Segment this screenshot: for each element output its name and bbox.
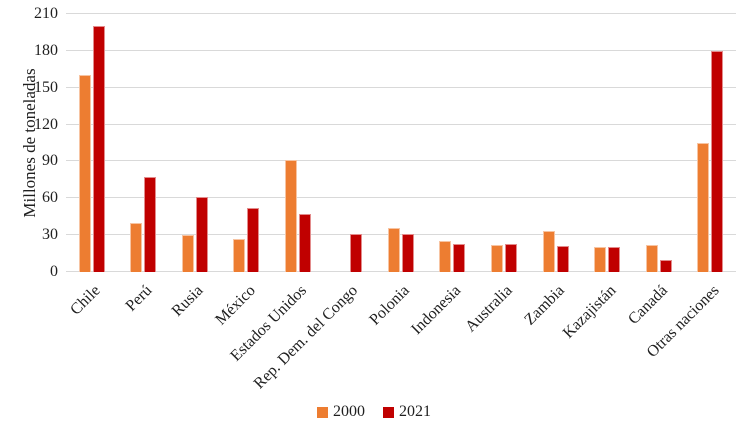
- bar-group-9: [478, 14, 530, 272]
- bar-2021: [401, 233, 414, 272]
- x-axis-labels: Chile Perú Rusia México Estados Unidos Rep. D…: [66, 276, 736, 392]
- legend-label: 2021: [399, 403, 431, 420]
- legend-item-2021: 2021: [383, 403, 431, 421]
- gridline: [66, 271, 736, 272]
- bar-group-4: [221, 14, 273, 272]
- x-category-label: Perú: [122, 282, 156, 315]
- x-category-label: Rusia: [169, 282, 207, 320]
- x-label-cell: Perú: [118, 276, 170, 386]
- bar-2000: [697, 143, 710, 272]
- bar-group-5: [272, 14, 324, 272]
- bar-2021: [453, 243, 466, 272]
- y-axis-title: Millones de toneladas: [20, 68, 39, 218]
- bar-2000: [284, 160, 297, 272]
- bar-group-1: [66, 14, 118, 272]
- bar-2021: [711, 50, 724, 272]
- legend-swatch-2021: [383, 406, 394, 418]
- bar-group-12: [633, 14, 685, 272]
- bar-2021: [298, 214, 311, 272]
- bar-2000: [542, 231, 555, 272]
- gridline: [66, 123, 736, 125]
- legend-swatch-2000: [317, 406, 328, 418]
- bar-2021: [556, 246, 569, 272]
- legend: 2000 2021: [0, 403, 748, 421]
- bar-group-2: [118, 14, 170, 272]
- gridline: [66, 86, 736, 88]
- bar-group-13: [684, 14, 736, 272]
- bar-2000: [387, 227, 400, 272]
- legend-label: 2000: [333, 403, 365, 420]
- bar-group-8: [427, 14, 479, 272]
- bar-2021: [608, 247, 621, 272]
- bar-2000: [233, 238, 246, 272]
- y-tick-label: 90: [42, 152, 58, 170]
- bar-2000: [78, 75, 91, 272]
- bar-group-7: [375, 14, 427, 272]
- bar-group-3: [169, 14, 221, 272]
- x-category-label: Chile: [67, 282, 104, 319]
- bar-2021: [350, 233, 363, 272]
- y-tick-label: 210: [34, 5, 58, 22]
- bar-2000: [491, 244, 504, 272]
- y-tick-label: 120: [34, 115, 58, 133]
- bar-group-6: [324, 14, 376, 272]
- plot-area: [66, 13, 736, 272]
- x-label-cell: Rep. Dem. del Congo: [251, 276, 376, 392]
- gridline: [66, 197, 736, 199]
- bar-group-11: [581, 14, 633, 272]
- x-label-cell: Chile: [66, 276, 118, 386]
- bar-2000: [439, 241, 452, 272]
- x-label-cell: Kazajistán: [559, 276, 633, 386]
- y-tick-label: 180: [34, 41, 58, 59]
- bar-2021: [144, 177, 157, 272]
- y-tick-label: 30: [42, 226, 58, 244]
- gridline: [66, 160, 736, 162]
- bar-groups: [66, 14, 736, 272]
- bar-2021: [195, 197, 208, 272]
- bar-2021: [247, 208, 260, 272]
- gridline: [66, 49, 736, 51]
- gridline: [66, 13, 736, 14]
- bar-2021: [659, 259, 672, 272]
- legend-item-2000: 2000: [317, 403, 365, 421]
- bar-2021: [92, 26, 105, 272]
- y-tick-label: 0: [50, 263, 58, 280]
- bar-group-10: [530, 14, 582, 272]
- x-label-cell: Otras naciones: [643, 276, 736, 386]
- gridline: [66, 234, 736, 236]
- y-tick-label: 150: [34, 78, 58, 96]
- bar-2000: [645, 244, 658, 272]
- x-label-cell: Australia: [463, 276, 530, 386]
- bar-2000: [594, 247, 607, 272]
- y-tick-label: 60: [42, 189, 58, 207]
- bar-2000: [181, 235, 194, 272]
- bar-2000: [130, 222, 143, 272]
- x-label-cell: Rusia: [169, 276, 221, 386]
- bar-2021: [505, 243, 518, 272]
